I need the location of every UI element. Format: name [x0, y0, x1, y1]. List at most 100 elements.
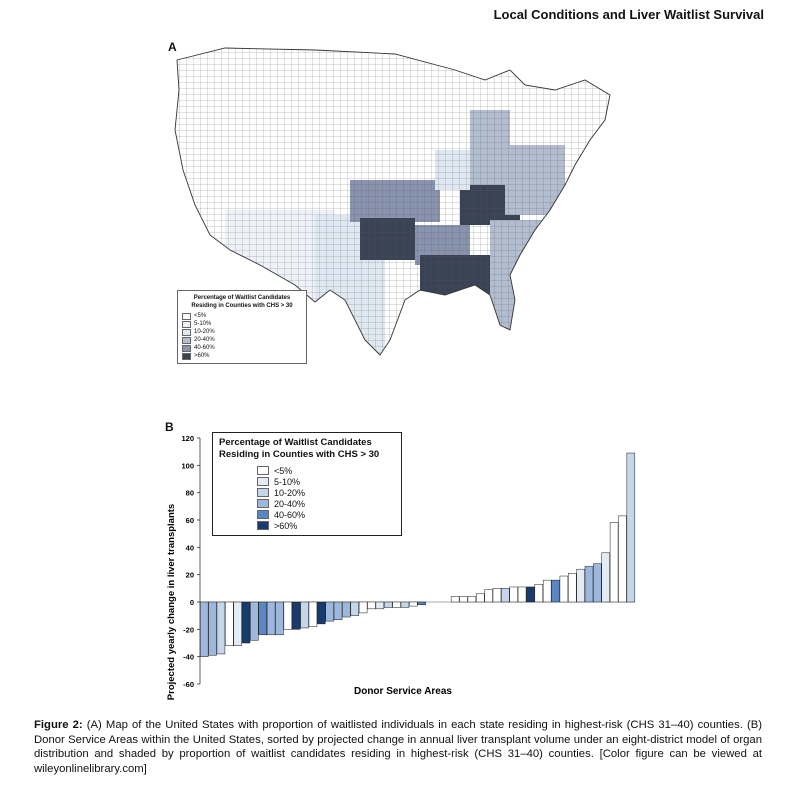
- chart-legend-item: 20-40%: [219, 498, 395, 509]
- y-tick-label: -60: [183, 680, 194, 689]
- bar: [492, 588, 502, 603]
- bar: [526, 586, 535, 603]
- chart-legend-item: <5%: [219, 465, 395, 476]
- y-tick-label: 120: [181, 434, 194, 443]
- map-legend-swatch: [182, 328, 191, 336]
- bar: [601, 552, 610, 603]
- chart-legend-label: 40-60%: [274, 509, 306, 520]
- chart-legend-label: 20-40%: [274, 498, 306, 509]
- chart-legend-item: 5-10%: [219, 476, 395, 487]
- map-legend-item: 40-60%: [182, 344, 302, 352]
- bar: [275, 601, 284, 636]
- map-legend-label: 40-60%: [194, 345, 215, 351]
- bar: [618, 515, 627, 603]
- bar: [233, 601, 242, 646]
- map-legend-swatch: [182, 336, 191, 344]
- bar: [392, 601, 401, 608]
- bar: [291, 601, 301, 630]
- map-legend-item: 10-20%: [182, 328, 302, 336]
- map-legend-swatch: [182, 344, 191, 352]
- bar: [551, 579, 560, 603]
- bar: [484, 589, 493, 603]
- figure-caption: Figure 2: (A) Map of the United States w…: [34, 718, 762, 776]
- bar: [542, 579, 552, 603]
- bar: [409, 601, 418, 607]
- bar: [367, 601, 376, 610]
- bar: [300, 601, 309, 629]
- us-map-panel: Percentage of Waitlist Candidates Residi…: [165, 40, 625, 364]
- bar: [584, 566, 594, 603]
- bar: [350, 601, 359, 616]
- y-tick-label: 100: [181, 461, 194, 470]
- map-legend: Percentage of Waitlist Candidates Residi…: [177, 290, 307, 364]
- panel-b-label: B: [165, 420, 174, 434]
- chart-legend: Percentage of Waitlist Candidates Residi…: [212, 432, 402, 536]
- map-legend-label: <5%: [194, 313, 207, 319]
- running-title: Local Conditions and Liver Waitlist Surv…: [493, 7, 764, 22]
- bar: [358, 601, 368, 614]
- y-tick-label: 20: [186, 571, 194, 580]
- bar: [199, 601, 209, 657]
- bar: [467, 596, 477, 603]
- map-legend-swatch: [182, 352, 191, 360]
- bar: [283, 601, 293, 630]
- chart-legend-swatch: [257, 488, 269, 497]
- bar: [501, 588, 510, 603]
- bar: [216, 601, 226, 655]
- chart-legend-item: 10-20%: [219, 487, 395, 498]
- bar: [317, 601, 326, 625]
- chart-legend-swatch: [257, 510, 269, 519]
- bar: [476, 593, 485, 603]
- bar: [225, 601, 234, 646]
- map-legend-label: >60%: [194, 353, 210, 359]
- map-legend-item: <5%: [182, 312, 302, 320]
- chart-legend-swatch: [257, 521, 269, 530]
- chart-legend-item: >60%: [219, 520, 395, 531]
- bar: [576, 568, 585, 603]
- chart-legend-label: >60%: [274, 520, 298, 531]
- bar-chart-panel: -60 -40 -20 0 20 40 60 80 100 120 Projected yearl…: [160, 420, 640, 710]
- chart-legend-title: Percentage of Waitlist Candidates Residi…: [219, 437, 380, 460]
- y-tick-label: 0: [190, 598, 194, 607]
- chart-legend-label: 10-20%: [274, 487, 306, 498]
- bar: [609, 522, 619, 603]
- bar: [517, 586, 527, 603]
- bar: [534, 583, 544, 603]
- chart-legend-swatch: [257, 466, 269, 475]
- map-legend-swatch: [182, 312, 191, 320]
- map-legend-item: >60%: [182, 352, 302, 360]
- bar: [383, 601, 393, 608]
- bar: [333, 601, 343, 621]
- caption-label: Figure 2:: [34, 719, 83, 731]
- map-legend-swatch: [182, 320, 191, 328]
- bar: [308, 601, 318, 627]
- bar: [342, 601, 351, 618]
- map-legend-title: Percentage of Waitlist Candidates Residi…: [191, 295, 293, 309]
- bar: [626, 452, 636, 603]
- x-axis-label: Donor Service Areas: [354, 686, 452, 697]
- bar: [459, 596, 468, 603]
- y-tick-label: 60: [186, 516, 194, 525]
- chart-legend-swatch: [257, 477, 269, 486]
- chart-legend-item: 40-60%: [219, 509, 395, 520]
- map-legend-item: 5-10%: [182, 320, 302, 328]
- bar: [450, 596, 460, 603]
- bar: [559, 575, 569, 603]
- chart-legend-swatch: [257, 499, 269, 508]
- us-outline: [174, 47, 611, 356]
- carolinas-region: [550, 210, 580, 250]
- bar: [208, 601, 217, 656]
- bar: [241, 601, 251, 644]
- y-axis-label: Projected yearly change in liver transpl…: [166, 504, 177, 700]
- y-tick-label: 80: [186, 489, 194, 498]
- bar: [568, 573, 577, 603]
- bar: [400, 601, 410, 608]
- map-legend-label: 10-20%: [194, 329, 215, 335]
- bar: [325, 601, 334, 622]
- chart-legend-label: <5%: [274, 465, 293, 476]
- y-tick-label: -20: [183, 625, 194, 634]
- y-tick-label: 40: [186, 543, 194, 552]
- bar: [417, 601, 426, 605]
- chart-legend-label: 5-10%: [274, 476, 301, 487]
- panel-a-label: A: [168, 40, 177, 54]
